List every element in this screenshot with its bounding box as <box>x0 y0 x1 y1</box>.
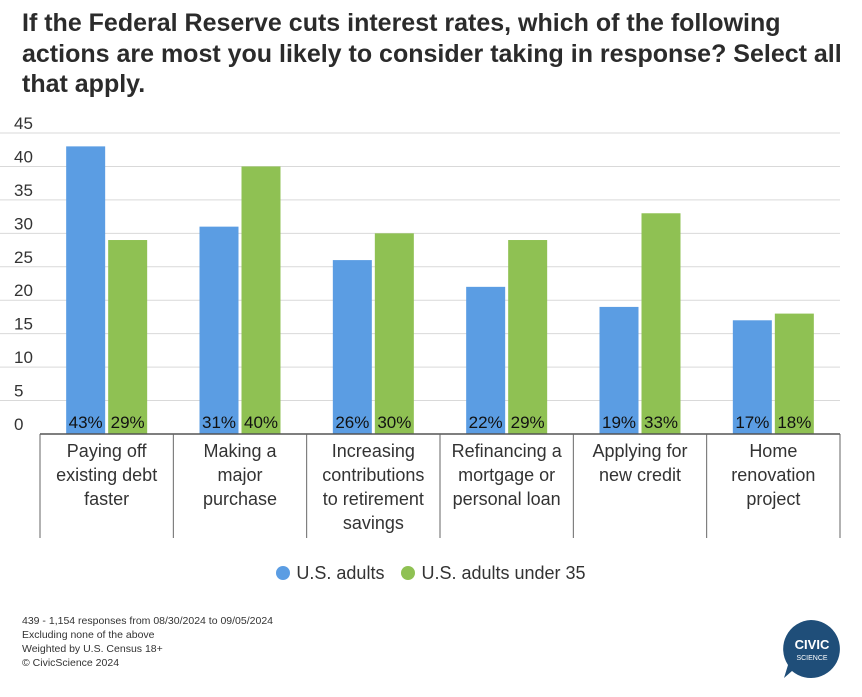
legend-label: U.S. adults under 35 <box>421 563 586 583</box>
legend-swatch-us-adults <box>276 566 291 580</box>
y-tick-label: 20 <box>14 281 33 300</box>
x-category-label-line: contributions <box>322 465 424 485</box>
bar <box>466 286 506 434</box>
y-tick-label: 25 <box>14 248 33 267</box>
x-category-label: Refinancing a mortgage or personal loan <box>452 441 563 509</box>
bar-value-label: 43% <box>69 413 103 432</box>
footnote-copyright: © CivicScience 2024 <box>22 657 120 669</box>
footnotes: 439 - 1,154 responses from 08/30/2024 to… <box>22 614 273 670</box>
bar <box>508 240 548 434</box>
bar <box>774 313 814 434</box>
legend-item-us-adults-under-35: U.S. adults under 35 <box>401 563 586 584</box>
bar <box>241 166 281 434</box>
y-tick-label: 5 <box>14 382 23 401</box>
y-tick-label: 40 <box>14 147 33 166</box>
y-tick-label: 45 <box>14 114 33 133</box>
x-category-label-line: Refinancing a <box>452 441 563 461</box>
bar-value-label: 19% <box>602 413 636 432</box>
logo-badge <box>783 620 840 678</box>
x-category-label: Making a major purchase <box>203 441 278 509</box>
footnote-exclusion: Excluding none of the above <box>22 629 155 641</box>
x-category-label: Increasing contributions to retirement savi… <box>322 441 424 533</box>
x-category-label: Applying for new credit <box>592 441 687 485</box>
x-category-label-line: Making a <box>203 441 277 461</box>
x-category-label-line: mortgage or <box>458 465 555 485</box>
legend-swatch-us-adults-under-35 <box>401 566 416 580</box>
x-category-label-line: faster <box>84 489 129 509</box>
bar-chart: 0 5 10 15 20 25 30 35 40 45 43% 29% 31% 40% 26% 30% 22% 2… <box>0 114 841 538</box>
x-category-label: Paying off existing debt faster <box>56 441 157 509</box>
bar <box>641 213 681 434</box>
bar <box>66 146 106 434</box>
x-category-label-line: Home <box>749 441 797 461</box>
chart-title: If the Federal Reserve cuts interest rat… <box>22 9 842 98</box>
legend-item-us-adults: U.S. adults <box>276 563 384 584</box>
y-tick-label: 10 <box>14 348 33 367</box>
x-category-label-line: new credit <box>599 465 681 485</box>
legend: U.S. adults U.S. adults under 35 <box>0 563 862 584</box>
bar <box>108 240 148 434</box>
bar-value-label: 17% <box>735 413 769 432</box>
bar-value-label: 29% <box>511 413 545 432</box>
footnote-responses: 439 - 1,154 responses from 08/30/2024 to… <box>22 615 274 627</box>
x-category-label-line: Paying off <box>67 441 148 461</box>
y-tick-label: 35 <box>14 181 33 200</box>
y-tick-label: 0 <box>14 415 23 434</box>
bar-value-label: 33% <box>644 413 678 432</box>
logo-text-civic: CIVIC <box>795 637 830 652</box>
y-tick-label: 30 <box>14 214 33 233</box>
x-category-label-line: major <box>217 465 262 485</box>
bar <box>199 226 239 434</box>
bar-value-label: 18% <box>777 413 811 432</box>
footnote-weighting: Weighted by U.S. Census 18+ <box>22 643 163 655</box>
x-category-label: Home renovation project <box>731 441 815 509</box>
legend-label: U.S. adults <box>296 563 385 583</box>
bar-value-label: 31% <box>202 413 236 432</box>
x-category-label-line: Increasing <box>332 441 415 461</box>
bar-value-label: 22% <box>469 413 503 432</box>
bar-value-label: 29% <box>111 413 145 432</box>
bar <box>332 260 372 434</box>
bar-value-label: 40% <box>244 413 278 432</box>
x-category-label-line: to retirement <box>323 489 424 509</box>
civicscience-logo: CIVIC SCIENCE <box>783 620 840 678</box>
bar <box>599 306 639 434</box>
x-category-label-line: savings <box>343 513 404 533</box>
x-category-label-line: renovation <box>731 465 815 485</box>
bar <box>732 320 772 434</box>
bar-value-label: 30% <box>377 413 411 432</box>
y-tick-label: 15 <box>14 315 33 334</box>
x-category-label-line: personal loan <box>453 489 561 509</box>
x-category-label-line: project <box>746 489 800 509</box>
x-category-label-line: Applying for <box>592 441 687 461</box>
bar-value-label: 26% <box>335 413 369 432</box>
x-category-label-line: purchase <box>203 489 277 509</box>
bar <box>374 233 414 434</box>
x-category-label-line: existing debt <box>56 465 157 485</box>
logo-text-science: SCIENCE <box>796 655 827 662</box>
